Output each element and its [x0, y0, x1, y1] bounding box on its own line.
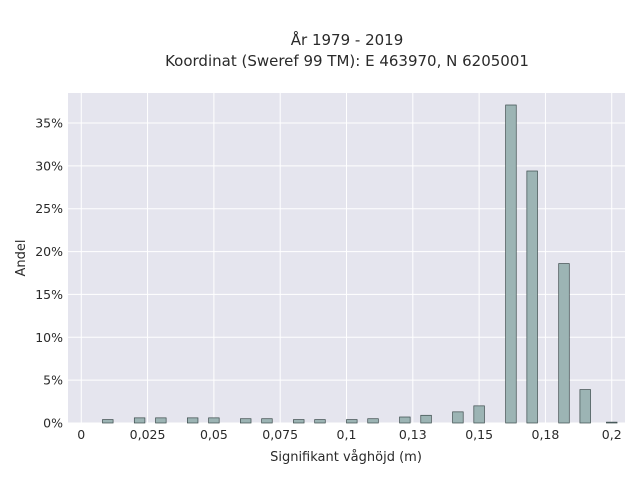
x-tick-label: 0,18: [532, 427, 560, 442]
bar: [314, 419, 326, 424]
bars-group: [102, 104, 618, 424]
bar: [240, 418, 252, 424]
x-tick-label: 0: [77, 427, 85, 442]
bar: [187, 417, 199, 424]
chart-title-line2: Koordinat (Sweref 99 TM): E 463970, N 62…: [165, 52, 529, 70]
bar: [208, 417, 220, 424]
x-tick-label: 0,075: [262, 427, 298, 442]
bar: [452, 411, 464, 424]
y-tick-label: 25%: [35, 201, 63, 216]
y-tick-label: 10%: [35, 330, 63, 345]
x-tick-label: 0,2: [602, 427, 622, 442]
bar: [579, 389, 591, 424]
x-tick-label: 0,1: [337, 427, 357, 442]
y-tick-label: 5%: [43, 373, 63, 388]
grid-lines: [68, 93, 625, 424]
x-tick-label: 0,15: [465, 427, 493, 442]
bar: [399, 416, 411, 424]
x-tick-label: 0,13: [399, 427, 427, 442]
bar: [505, 104, 517, 424]
bar: [293, 419, 305, 424]
y-tick-label: 0%: [43, 416, 63, 431]
bar: [473, 405, 485, 424]
bar: [155, 417, 167, 424]
bar: [261, 418, 273, 424]
y-axis-ticks: 0% 5% 10% 15% 20% 25% 30% 35%: [35, 116, 63, 431]
bar: [420, 414, 432, 424]
y-tick-label: 20%: [35, 244, 63, 259]
bar: [526, 170, 538, 424]
bar: [558, 263, 570, 424]
chart-title-line1: År 1979 - 2019: [291, 30, 404, 49]
x-tick-label: 0,025: [130, 427, 166, 442]
bar: [133, 417, 146, 424]
bar: [102, 419, 114, 424]
y-tick-label: 15%: [35, 287, 63, 302]
bar: [606, 421, 618, 424]
x-tick-label: 0,05: [200, 427, 228, 442]
bar: [367, 418, 379, 424]
x-axis-label: Signifikant våghöjd (m): [270, 450, 422, 465]
bar: [346, 419, 358, 424]
y-tick-label: 30%: [35, 158, 63, 173]
y-tick-label: 35%: [35, 116, 63, 131]
x-axis-ticks: 0 0,025 0,05 0,075 0,1 0,13 0,15 0,18 0,2: [77, 427, 621, 442]
y-axis-label: Andel: [14, 240, 29, 277]
